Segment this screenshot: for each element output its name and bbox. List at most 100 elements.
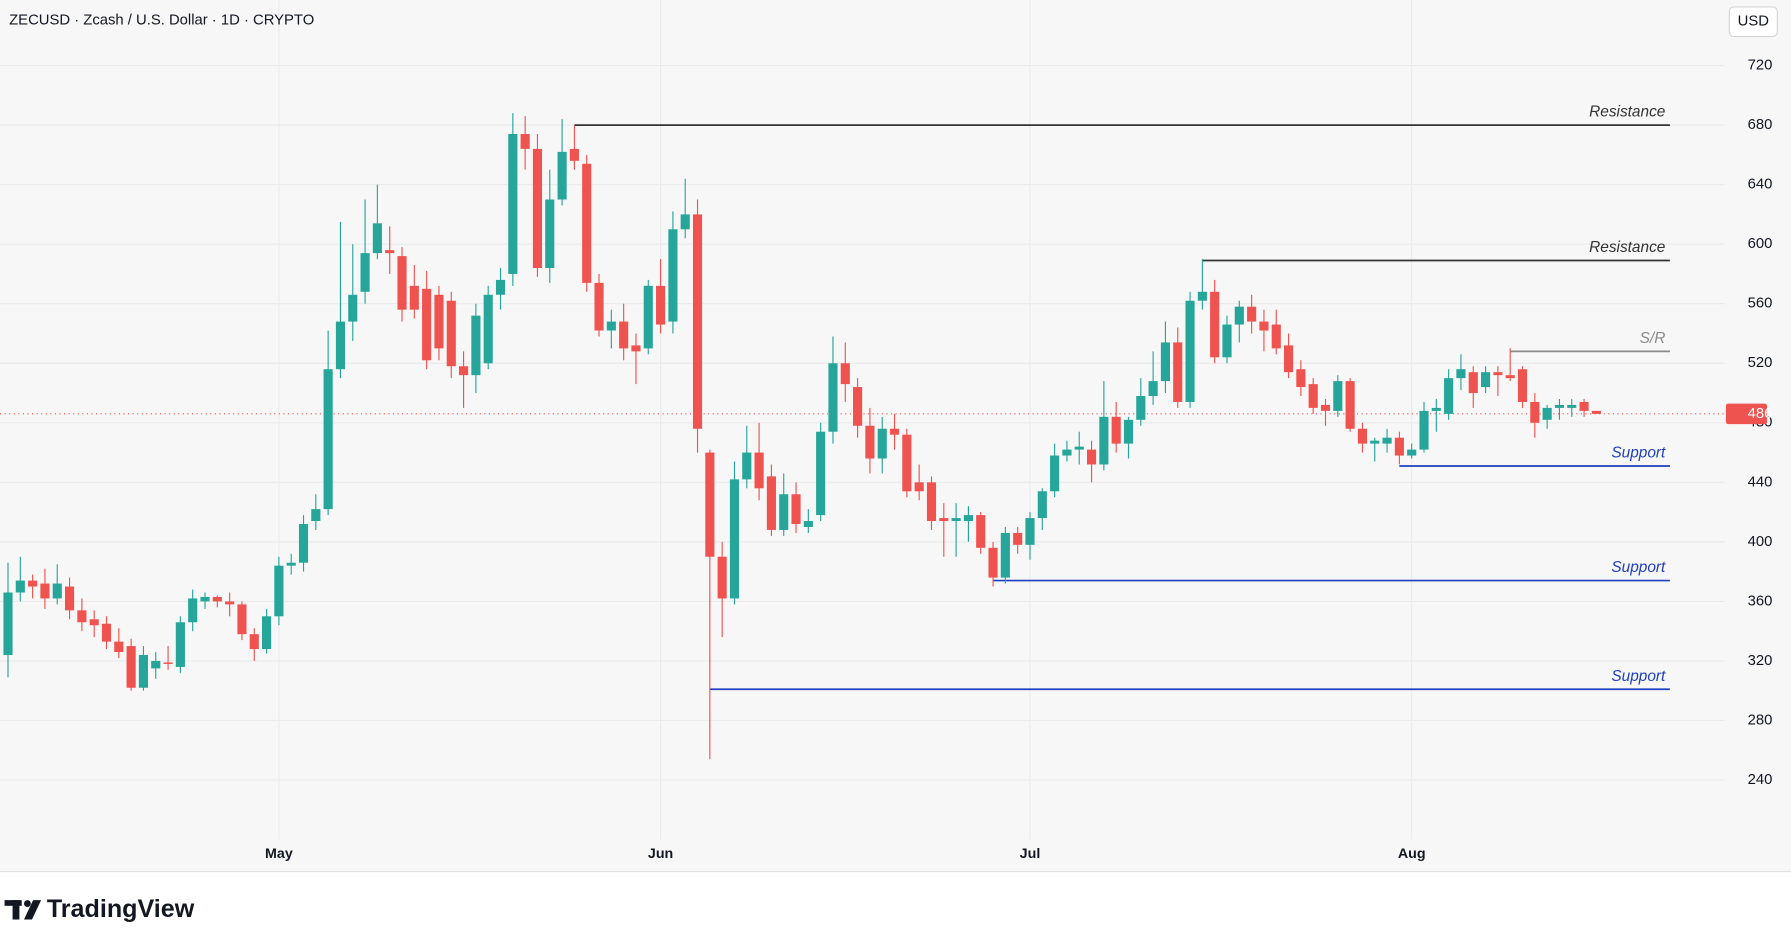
chart-title: ZECUSD · Zcash / U.S. Dollar · 1D · CRYP… — [9, 13, 314, 29]
candle-body — [877, 428, 887, 459]
candle-body — [865, 425, 875, 459]
candle-body — [1444, 378, 1454, 414]
y-tick-label: 320 — [1748, 653, 1773, 669]
y-tick-label: 440 — [1748, 474, 1773, 490]
candles — [3, 113, 1601, 760]
candle-body — [323, 369, 333, 510]
candle-body — [1000, 532, 1010, 578]
candle-body — [212, 596, 222, 602]
candle-body — [151, 660, 161, 669]
candle-body — [237, 604, 247, 635]
candle-body — [274, 565, 284, 617]
candle-body — [508, 134, 518, 274]
candle-body — [360, 253, 370, 292]
candle-body — [311, 509, 321, 522]
candle-body — [1407, 449, 1417, 456]
candle-body — [335, 321, 346, 370]
candle-body — [422, 288, 432, 361]
candle-body — [1357, 428, 1368, 444]
candle-body — [1345, 381, 1355, 429]
x-tick-label: Jun — [648, 846, 673, 862]
candle-body — [495, 279, 506, 295]
candle-body — [742, 452, 752, 480]
candle-body — [557, 151, 567, 200]
candle-body — [138, 655, 149, 688]
candle-body — [606, 321, 616, 331]
candle-body — [385, 250, 395, 254]
candle-body — [1025, 518, 1035, 545]
candle-body — [853, 387, 863, 426]
candle-body — [372, 223, 382, 254]
logo-dot — [23, 900, 31, 907]
candle-body — [914, 482, 924, 492]
y-tick-label: 720 — [1748, 57, 1773, 73]
candle-body — [434, 294, 444, 349]
candle-body — [1505, 375, 1515, 379]
brand-name: TradingView — [47, 895, 195, 923]
currency-label[interactable]: USD — [1738, 14, 1769, 30]
candle-body — [1517, 369, 1528, 402]
y-tick-label: 640 — [1748, 177, 1773, 193]
candle-body — [1111, 416, 1121, 444]
candle-body — [631, 345, 641, 352]
logo-stem — [12, 900, 20, 920]
y-tick-label: 600 — [1748, 236, 1773, 252]
candle-body — [286, 562, 296, 566]
currency-button[interactable] — [1728, 6, 1778, 38]
candle-body — [1283, 345, 1294, 373]
candle-body — [594, 282, 604, 331]
candle-body — [1222, 324, 1232, 358]
candle-body — [52, 583, 62, 599]
candle-body — [1271, 324, 1281, 349]
candle-body — [717, 556, 727, 599]
candle-body — [1050, 455, 1060, 492]
y-tick-label: 280 — [1748, 712, 1773, 728]
candle-body — [397, 256, 407, 310]
candle-body — [1185, 300, 1195, 402]
candle-body — [225, 601, 235, 605]
candle-body — [1210, 291, 1220, 358]
level-label: Support — [1611, 444, 1666, 461]
level-label: S/R — [1640, 330, 1666, 347]
logo-slash — [23, 900, 42, 920]
candle-body — [729, 479, 740, 599]
candle-body — [889, 428, 900, 435]
candle-body — [1086, 449, 1097, 465]
x-tick-label: Jul — [1020, 846, 1041, 862]
candle-body — [520, 134, 530, 149]
candle-body — [692, 214, 703, 429]
candle-body — [483, 294, 493, 364]
last-price-label: 486 — [1748, 406, 1773, 422]
candle-body — [1382, 437, 1392, 444]
candle-body — [1370, 440, 1380, 444]
candle-body — [114, 641, 124, 653]
candle-body — [101, 623, 112, 642]
candle-body — [545, 199, 555, 268]
candle-body — [175, 622, 185, 667]
candle-body — [459, 366, 469, 376]
candle-body — [1308, 384, 1318, 408]
candle-body — [828, 363, 838, 432]
candle-body — [1173, 342, 1183, 402]
candle-body — [1493, 372, 1503, 376]
candle-body — [1333, 381, 1343, 411]
candle-body — [532, 148, 543, 268]
candle-body — [926, 482, 937, 522]
y-tick-label: 400 — [1748, 534, 1773, 550]
candle-body — [619, 321, 629, 349]
candle-body — [569, 148, 579, 161]
candle-body — [582, 163, 592, 283]
candle-body — [1456, 369, 1466, 379]
candle-body — [1431, 407, 1441, 411]
candle-body — [126, 646, 136, 688]
candle-body — [643, 285, 653, 349]
candle-body — [1320, 404, 1331, 411]
y-tick-label: 560 — [1748, 296, 1773, 312]
candle-body — [668, 229, 678, 322]
candle-body — [1148, 381, 1158, 396]
candle-body — [1013, 532, 1023, 545]
candle-body — [348, 294, 358, 322]
level-label: Resistance — [1589, 104, 1665, 121]
candle-body — [1123, 419, 1134, 444]
